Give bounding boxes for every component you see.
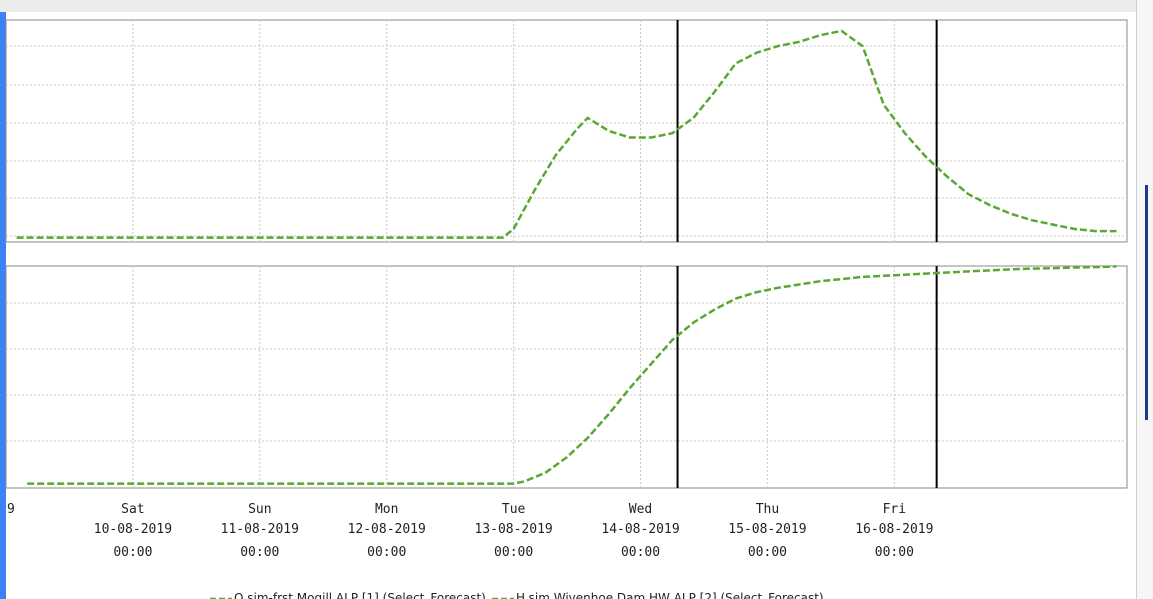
window-left-border [0,12,6,599]
x-tick-day-label: Sat [121,502,144,517]
x-tick-date-label: 14-08-2019 [601,522,679,537]
x-tick-day-label: Mon [375,502,398,517]
x-tick-time-label: 00:00 [621,545,660,560]
x-tick-day-label: Fri [883,502,906,517]
x-tick-time-label: 00:00 [240,545,279,560]
legend: Q.sim-frst Mogill ALP [1] (Select_Foreca… [210,591,824,599]
x-tick-day-label: Sun [248,502,271,517]
x-tick-cut-label: 9 [7,502,15,517]
series-line [27,265,1117,485]
x-tick-date-label: 13-08-2019 [474,522,552,537]
plot-frame [5,19,1128,243]
lower-plot-panel [5,265,1128,489]
x-tick-time-label: 00:00 [494,545,533,560]
x-tick-time-label: 00:00 [875,545,914,560]
series-line [16,29,1117,239]
x-tick-date-label: 12-08-2019 [348,522,426,537]
plot-frame [5,265,1128,489]
x-tick-date-label: 16-08-2019 [855,522,933,537]
x-tick-day-label: Wed [629,502,652,517]
legend-label-2: H.sim Wivenhoe Dam HW ALP [2] (Select_Fo… [516,591,824,599]
legend-label-1: Q.sim-frst Mogill ALP [1] (Select_Foreca… [234,591,486,599]
x-axis: 9 Sat 10-08-2019 00:00 Sun 11-08-2019 00:00 Mo… [7,502,933,560]
x-tick-time-label: 00:00 [367,545,406,560]
x-tick-date-label: 15-08-2019 [728,522,806,537]
x-tick-time-label: 00:00 [113,545,152,560]
x-tick-time-label: 00:00 [748,545,787,560]
x-tick-day-label: Thu [756,502,779,517]
x-tick-date-label: 11-08-2019 [221,522,299,537]
x-tick-day-label: Tue [502,502,526,517]
upper-plot-panel [5,19,1128,243]
window-right-scrollbar[interactable] [1136,0,1153,599]
top-bar [0,0,1136,12]
scrollbar-thumb[interactable] [1145,185,1148,420]
x-tick-date-label: 10-08-2019 [94,522,172,537]
